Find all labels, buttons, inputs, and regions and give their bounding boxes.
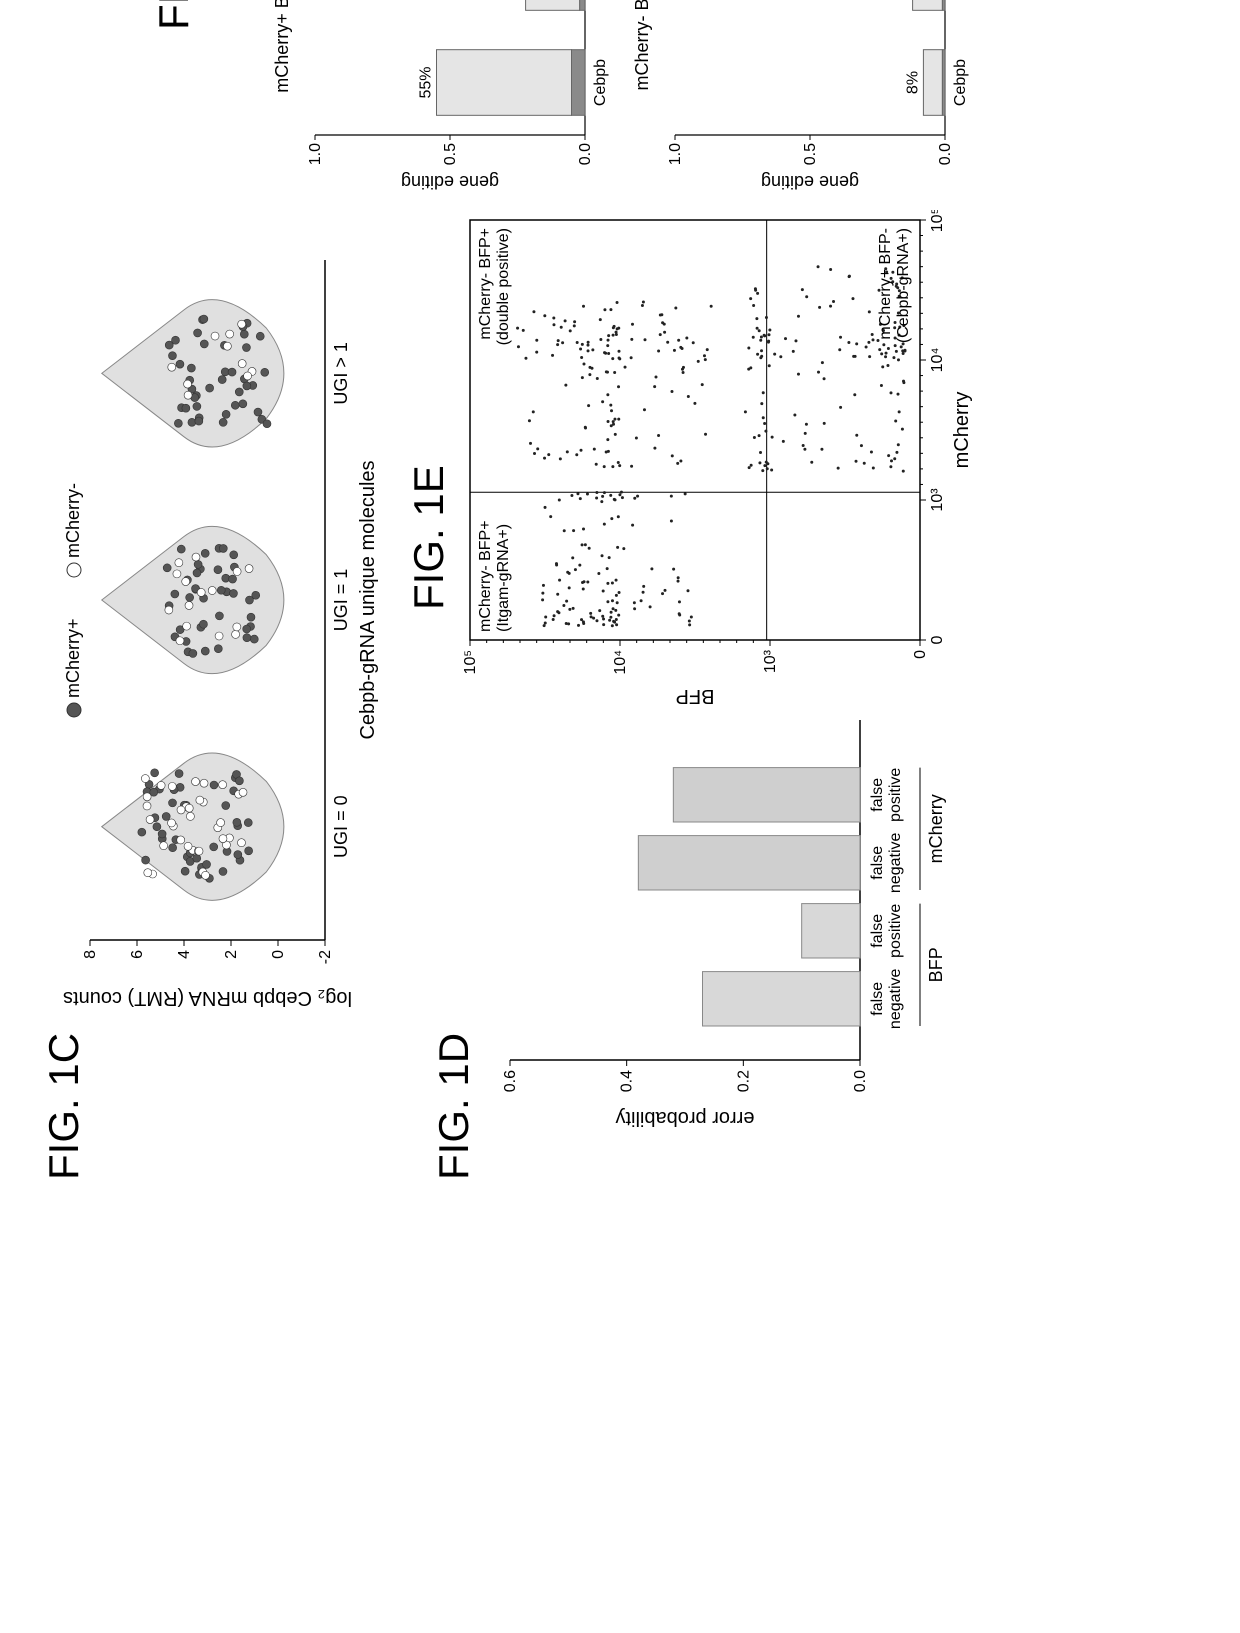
svg-text:4: 4 xyxy=(176,950,193,959)
svg-text:UGI = 0: UGI = 0 xyxy=(331,795,351,858)
svg-text:0.0: 0.0 xyxy=(852,1070,869,1092)
svg-text:8%: 8% xyxy=(904,71,921,94)
svg-text:(Itgam-gRNA+): (Itgam-gRNA+) xyxy=(495,524,512,632)
svg-text:error probability: error probability xyxy=(616,1107,755,1129)
svg-text:1.0: 1.0 xyxy=(307,143,324,165)
svg-text:0.0: 0.0 xyxy=(937,143,954,165)
fig-1d-label: FIG. 1D xyxy=(430,1033,478,1180)
svg-text:mCherry: mCherry xyxy=(926,794,946,863)
panel-c-violin: -2 0 2 4 6 8 log₂ Cebpb mRNA (RMT) counts mCher… xyxy=(60,250,380,1010)
svg-text:10⁴: 10⁴ xyxy=(612,650,629,675)
svg-text:8: 8 xyxy=(82,950,99,959)
svg-text:false: false xyxy=(869,846,886,880)
panel-e-scatter: 0 10³ 10⁴ 10⁵ 0 10³ 10⁴ 10⁵ mCherry BFP mCherry- B… xyxy=(460,210,980,710)
svg-text:positive: positive xyxy=(887,768,904,822)
svg-text:gene editing: gene editing xyxy=(401,172,499,190)
svg-text:negative: negative xyxy=(887,832,904,893)
fig-1c-label: FIG. 1C xyxy=(40,1033,88,1180)
svg-text:10⁴: 10⁴ xyxy=(929,348,946,373)
svg-text:mCherry+ BFP-: mCherry+ BFP- xyxy=(877,228,894,340)
fig-1e-label: FIG. 1E xyxy=(405,465,453,610)
svg-text:6: 6 xyxy=(129,950,146,959)
svg-text:Cebpb: Cebpb xyxy=(952,59,969,106)
svg-text:55%: 55% xyxy=(418,66,435,98)
svg-text:mCherry+: mCherry+ xyxy=(63,618,83,698)
svg-text:10⁵: 10⁵ xyxy=(462,650,479,674)
svg-text:mCherry- BFP+: mCherry- BFP+ xyxy=(477,520,494,632)
svg-text:mCherry+ BFP-: mCherry+ BFP- xyxy=(272,0,292,93)
svg-text:0.2: 0.2 xyxy=(735,1070,752,1092)
svg-text:2: 2 xyxy=(223,950,240,959)
svg-text:10³: 10³ xyxy=(929,488,946,512)
svg-text:0.4: 0.4 xyxy=(619,1070,636,1092)
svg-text:mCherry: mCherry xyxy=(951,392,973,469)
panel-f-bars: frameshiftin-framemCherry+ BFP-0.00.51.0… xyxy=(210,0,990,190)
svg-text:UGI = 1: UGI = 1 xyxy=(331,569,351,632)
svg-text:Cebpb-gRNA unique molecules: Cebpb-gRNA unique molecules xyxy=(357,460,379,739)
fig-1f-label: FIG. 1F xyxy=(150,0,198,30)
svg-text:mCherry- BFP-: mCherry- BFP- xyxy=(632,0,652,91)
svg-text:mCherry-: mCherry- xyxy=(63,483,83,558)
svg-text:1.0: 1.0 xyxy=(667,143,684,165)
svg-text:Cebpb: Cebpb xyxy=(592,59,609,106)
svg-text:10³: 10³ xyxy=(762,649,779,673)
svg-text:false: false xyxy=(869,778,886,812)
svg-text:0.5: 0.5 xyxy=(442,143,459,165)
svg-text:false: false xyxy=(869,982,886,1016)
svg-text:negative: negative xyxy=(887,968,904,1029)
svg-text:(double positive): (double positive) xyxy=(495,228,512,345)
svg-text:positive: positive xyxy=(887,904,904,958)
svg-text:false: false xyxy=(869,914,886,948)
svg-text:0: 0 xyxy=(929,635,946,644)
svg-text:BFP: BFP xyxy=(676,685,715,707)
svg-text:-2: -2 xyxy=(317,950,334,964)
figure-page: FIG. 1C -2 0 2 4 6 8 log₂ Cebpb mRNA (RMT) cou… xyxy=(0,0,1240,1240)
svg-text:gene editing: gene editing xyxy=(761,172,859,190)
svg-text:(Cebpb-gRNA+): (Cebpb-gRNA+) xyxy=(895,228,912,343)
svg-text:0: 0 xyxy=(912,650,929,659)
svg-text:mCherry- BFP+: mCherry- BFP+ xyxy=(477,228,494,340)
svg-text:0.6: 0.6 xyxy=(502,1070,519,1092)
svg-text:0: 0 xyxy=(270,950,287,959)
svg-text:0.5: 0.5 xyxy=(802,143,819,165)
panel-d-bars: 0.00.20.40.6error probabilityfalsenegati… xyxy=(500,710,980,1130)
svg-text:10⁵: 10⁵ xyxy=(929,210,946,232)
svg-text:log₂ Cebpb mRNA (RMT) counts: log₂ Cebpb mRNA (RMT) counts xyxy=(63,987,352,1009)
svg-text:0.0: 0.0 xyxy=(577,143,594,165)
svg-text:BFP: BFP xyxy=(926,947,946,982)
svg-text:UGI > 1: UGI > 1 xyxy=(331,342,351,405)
